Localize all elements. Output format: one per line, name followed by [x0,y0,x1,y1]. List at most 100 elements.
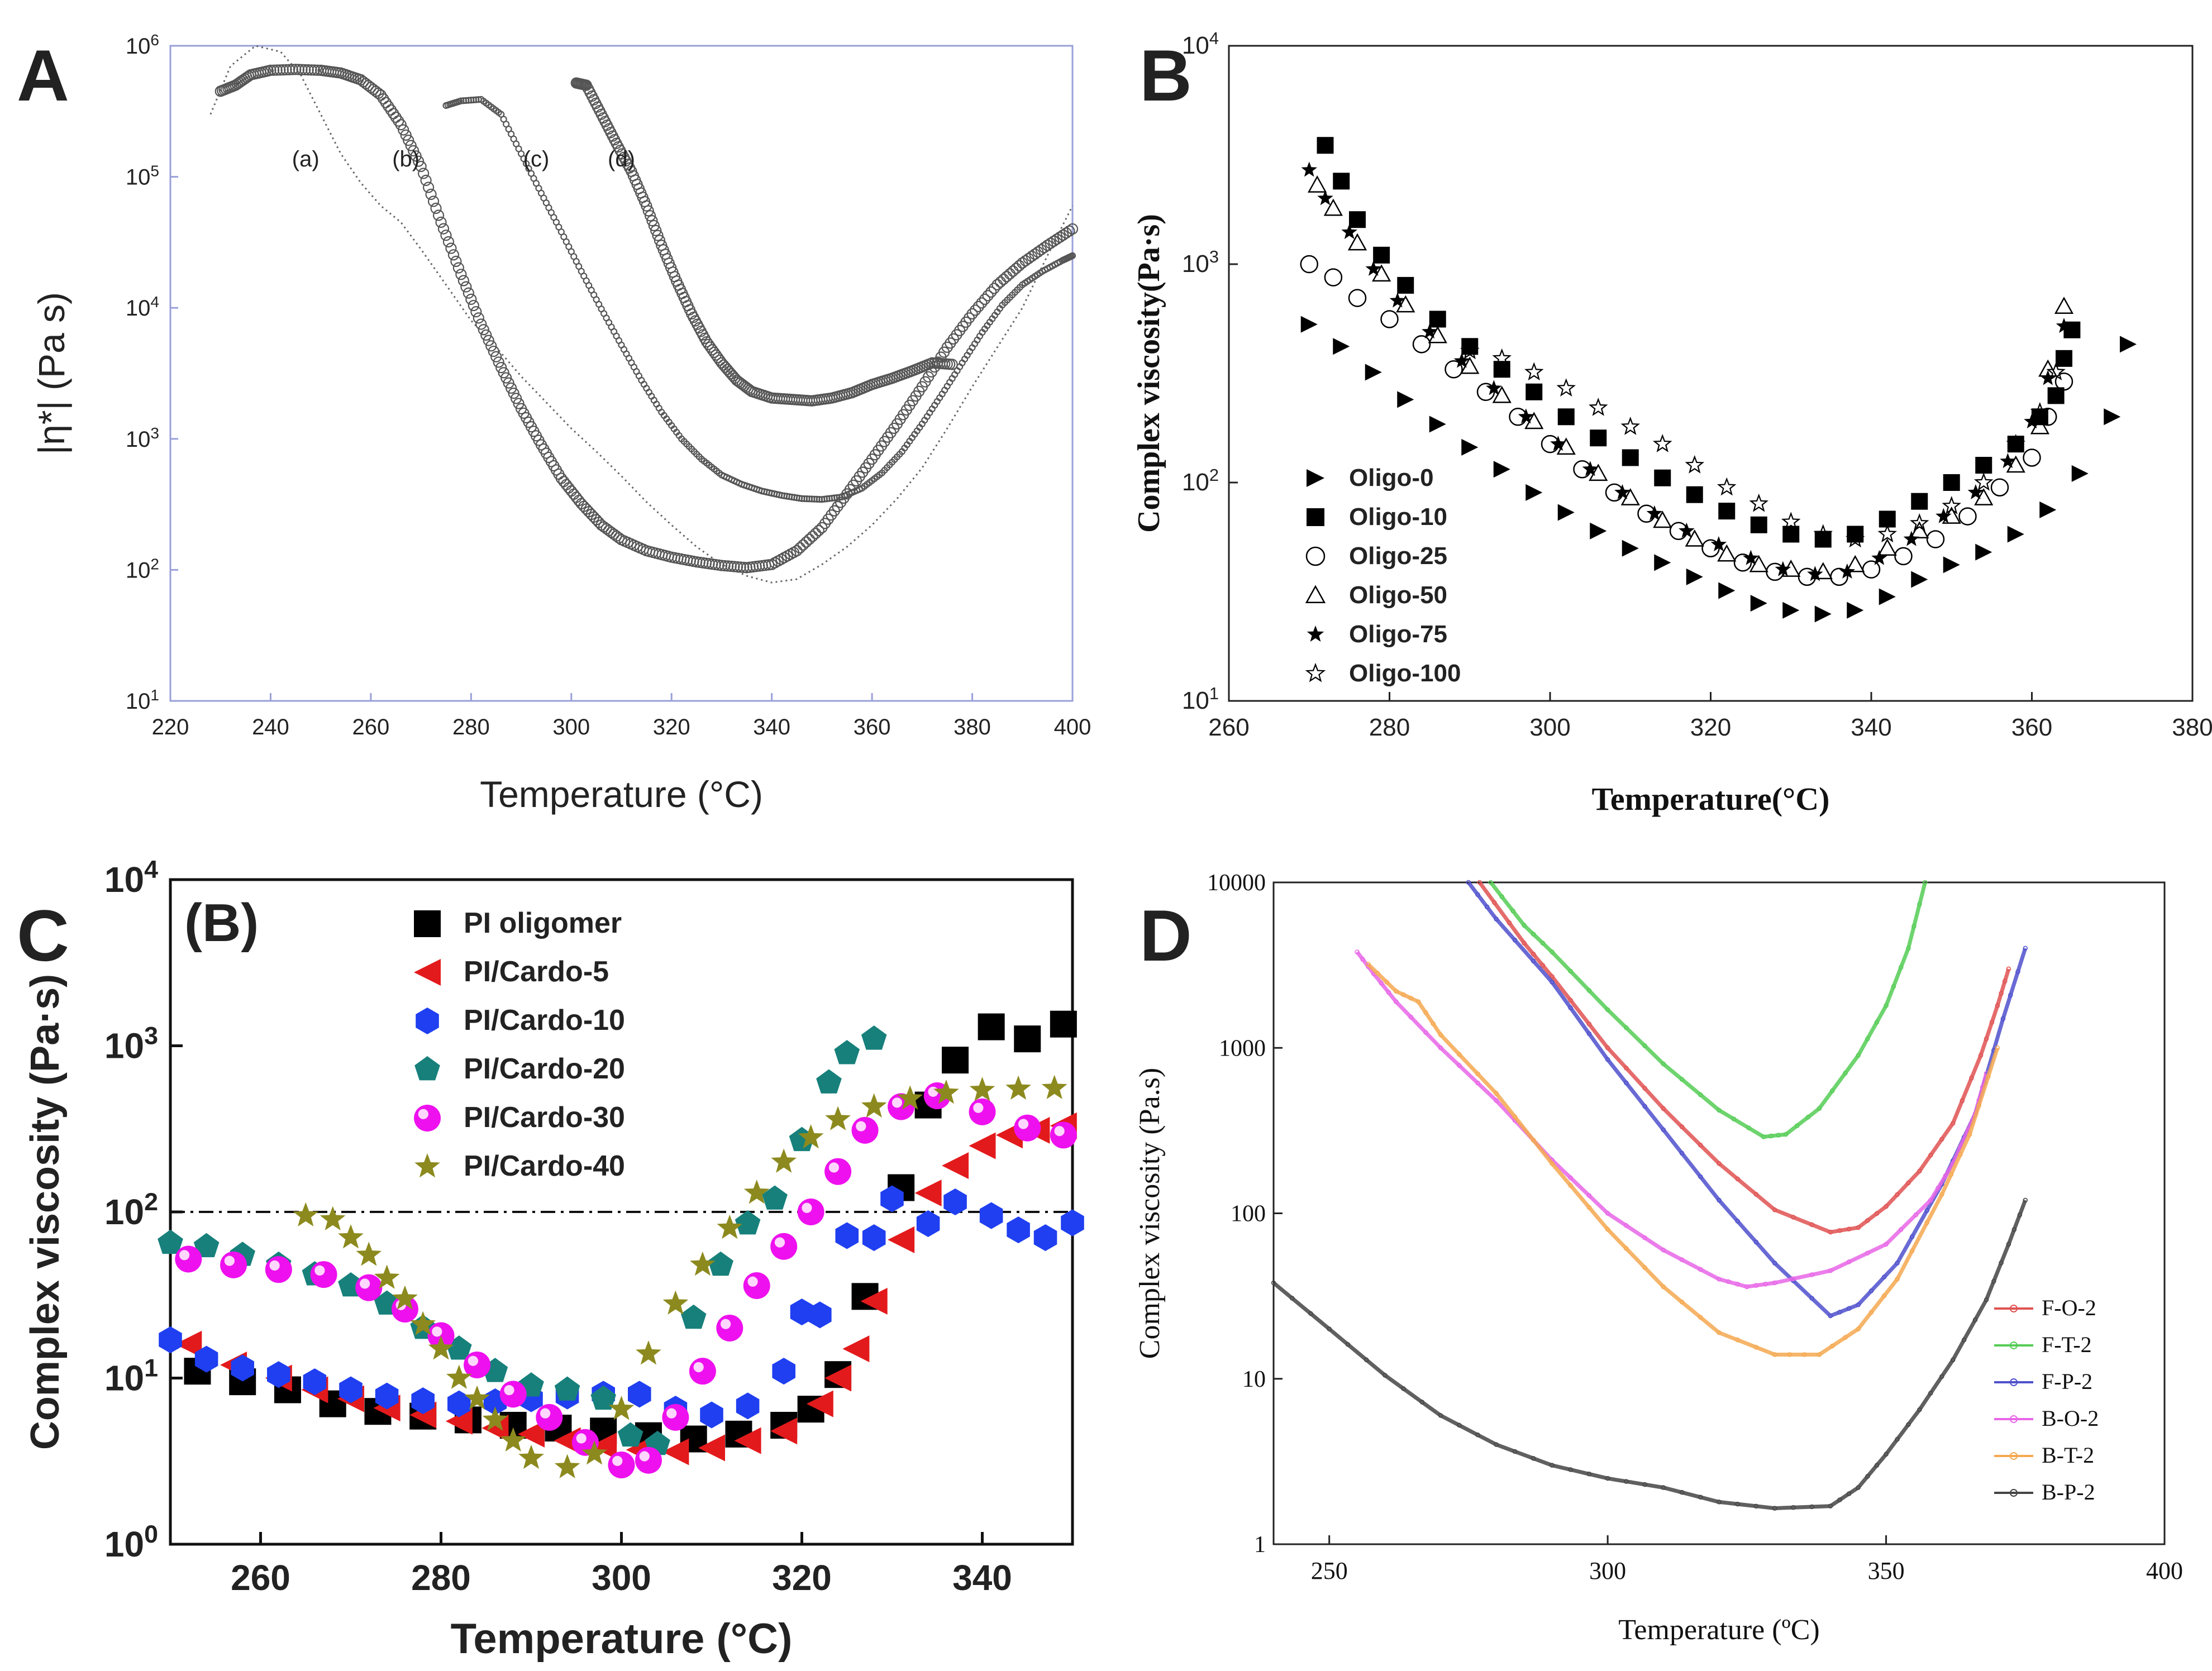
y-tick-label-exp: 1 [144,1354,158,1382]
data-point [1837,1228,1842,1233]
data-point [1568,1175,1573,1181]
data-point [979,293,991,305]
data-point [689,1358,716,1385]
data-point [738,561,750,574]
data-point [1958,1152,1963,1157]
series-b-p-2 [1271,1197,2028,1511]
data-point [417,168,430,179]
data-point [1475,1080,1480,1086]
data-point [797,1199,824,1225]
data-point [1717,477,1737,496]
x-tick-label: 280 [411,1558,471,1598]
data-point [916,1210,940,1237]
y-tick-label-exp: 3 [144,1022,158,1050]
data-point [1990,478,2009,496]
data-point [159,1326,182,1353]
data-point [1839,563,1856,579]
data-point [1654,554,1671,571]
data-point [375,1382,399,1410]
data-point [810,528,822,540]
y-tick-label-exp: 2 [150,555,159,572]
data-point [1911,924,1917,929]
data-point [716,1314,743,1341]
data-point [1494,1091,1499,1096]
data-point [220,1251,247,1278]
data-point [1525,484,1543,501]
data-point [1877,524,1898,543]
legend-label: Oligo-25 [1349,542,1447,570]
data-point [1323,198,1343,216]
data-point [445,1407,473,1435]
data-point [463,287,474,299]
data-point [488,345,499,357]
data-point [1373,246,1390,264]
data-point [1735,1176,1740,1182]
data-point [1271,1280,1276,1286]
y-tick-label-base: 10 [1182,687,1209,714]
data-point [1007,1216,1030,1244]
data-point [1624,1246,1629,1251]
y-tick-label-exp: 3 [1209,247,1219,266]
data-point [1967,1131,1972,1137]
y-tick-label-exp: 4 [150,293,159,311]
data-point [813,524,824,537]
data-point [1550,980,1555,985]
legend-label: PI/Cardo-30 [464,1101,625,1134]
series-oligo-100 [1460,341,2066,548]
data-point [717,1214,743,1239]
y-tick-label: 106 [126,31,159,59]
data-point [1661,1127,1666,1133]
data-point [1007,265,1019,277]
data-point [1989,1020,1995,1025]
data-point [807,531,818,542]
data-point [1884,1003,1889,1008]
data-point [1531,958,1536,964]
data-point [1772,1506,1777,1511]
data-point [1895,1192,1900,1197]
data-point [735,1210,761,1235]
data-point [1300,316,1318,333]
data-point [1698,1495,1703,1500]
data-point [493,356,504,368]
panel-d: D 250 300 350 400 1 10 100 1000 10000 Temperature … [1134,870,2183,1646]
data-point [654,235,666,246]
data-point [1488,880,1494,885]
data-point [1375,971,1380,976]
series-b-o-2 [1355,949,1989,1290]
data-point [982,290,994,302]
legend-marker [1307,469,1324,487]
data-point [2011,1227,2017,1232]
data-point [1794,1123,1800,1128]
data-point [1906,1422,1911,1427]
data-point [1419,1400,1425,1405]
data-point [1556,437,1576,455]
data-point [428,1335,454,1360]
data-point [816,1069,842,1094]
data-point [1939,1374,1944,1379]
y-tick-label-base: 10 [104,1358,144,1398]
data-point [1493,361,1510,378]
data-point [1717,1161,1722,1166]
data-point [1906,1180,1911,1186]
x-axis-label: Temperature (°C) [451,1615,793,1663]
series-f-o-2 [1477,880,2011,1235]
data-point [1317,137,1334,154]
data-point [483,335,494,346]
data-point [806,1390,833,1417]
data-point [1429,311,1446,328]
data-point [1753,1345,1759,1350]
data-point [1050,1010,1077,1038]
data-point [943,1188,967,1215]
data-point [1624,1479,1629,1484]
data-point [1510,909,1515,914]
data-point [652,230,664,241]
data-point [1829,1343,1835,1349]
data-point-highlight [576,1433,587,1444]
legend-marker [1307,626,1324,642]
data-point [267,1361,290,1388]
data-point-highlight [224,1255,235,1266]
data-point-highlight [828,1162,840,1173]
y-tick-label-exp: 0 [144,1520,158,1548]
data-point [1984,1036,1989,1042]
data-point [490,351,502,362]
